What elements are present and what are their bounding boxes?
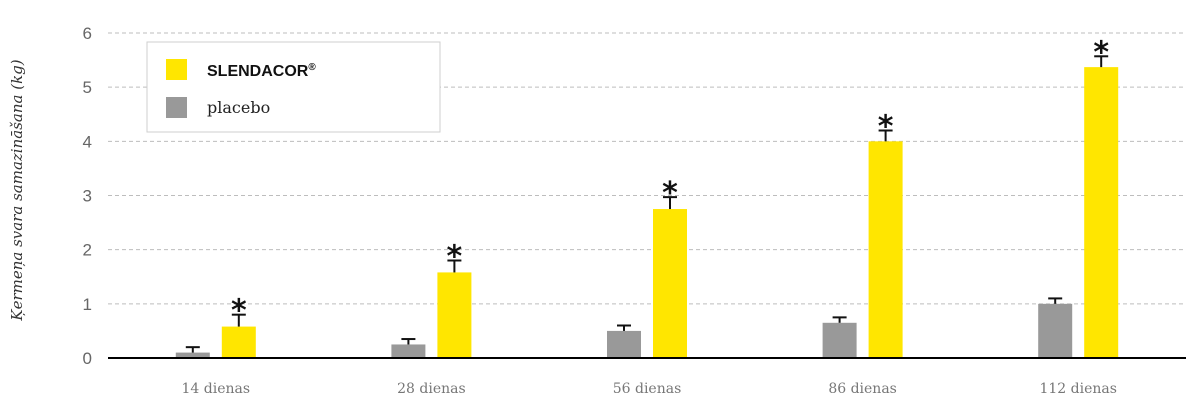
legend-label-placebo: placebo <box>207 98 270 117</box>
significance-star: * <box>878 110 894 145</box>
y-axis-ticks: 0 1 2 3 4 5 6 <box>83 24 92 368</box>
legend-label-slendacor: SLENDACOR® <box>207 62 316 80</box>
gridlines <box>108 32 1186 305</box>
bar-placebo <box>1038 303 1073 358</box>
bar-placebo <box>175 352 210 358</box>
x-axis-ticks: 14 dienas 28 dienas 56 dienas 86 dienas 112 … <box>182 381 1117 397</box>
legend-box <box>146 41 441 133</box>
bar-slendacor <box>1084 67 1119 358</box>
x-tick-label: 56 dienas <box>613 381 682 397</box>
bars <box>175 67 1119 358</box>
y-axis-label: Ķermeņa svara samazināšana (kg) <box>8 59 26 321</box>
significance-star: * <box>231 294 247 329</box>
y-tick-label: 0 <box>83 349 92 368</box>
legend-swatch-slendacor <box>166 59 187 80</box>
bar-slendacor <box>221 326 256 358</box>
significance-markers: * * * * * <box>231 35 1109 328</box>
x-tick-label: 28 dienas <box>397 381 466 397</box>
y-tick-label: 1 <box>83 295 92 314</box>
significance-star: * <box>447 240 463 275</box>
bar-slendacor <box>653 209 687 358</box>
y-tick-label: 5 <box>83 78 92 97</box>
bar-slendacor <box>437 272 472 358</box>
significance-star: * <box>1093 35 1109 70</box>
y-tick-label: 6 <box>83 24 92 43</box>
legend: SLENDACOR® placebo <box>146 41 441 133</box>
legend-swatch-placebo <box>166 97 187 118</box>
y-tick-label: 3 <box>83 187 92 206</box>
x-tick-label: 86 dienas <box>828 381 897 397</box>
bar-placebo <box>822 322 857 358</box>
y-tick-label: 4 <box>83 132 92 151</box>
x-tick-label: 14 dienas <box>182 381 251 397</box>
error-bars <box>185 55 1109 353</box>
bar-slendacor <box>868 141 903 358</box>
x-tick-label: 112 dienas <box>1039 381 1116 397</box>
bar-placebo <box>391 344 426 358</box>
y-tick-label: 2 <box>83 241 92 260</box>
bar-placebo <box>607 330 641 358</box>
significance-star: * <box>662 176 678 211</box>
